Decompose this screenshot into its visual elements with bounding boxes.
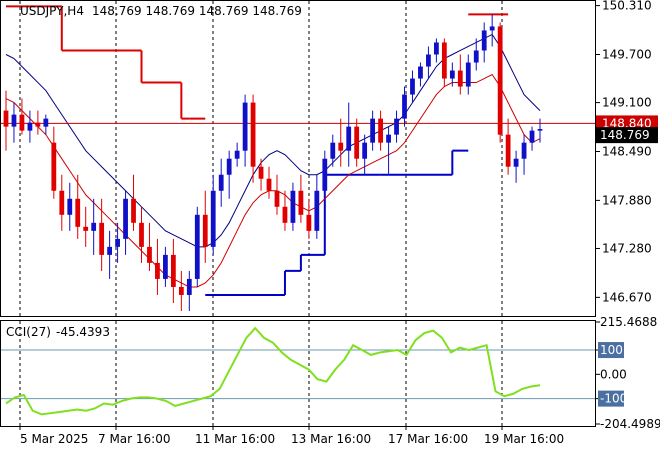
candle-body bbox=[514, 159, 519, 167]
candle-body bbox=[67, 199, 72, 215]
candle-body bbox=[211, 191, 216, 247]
candle-body bbox=[75, 199, 80, 227]
price-axis-label: 147.280 bbox=[602, 241, 652, 255]
cci-axis-label: 100 bbox=[600, 343, 623, 357]
candle-body bbox=[458, 71, 463, 87]
candle-body bbox=[299, 191, 304, 215]
candle-body bbox=[227, 159, 232, 175]
candle-body bbox=[171, 255, 176, 287]
candle-body bbox=[28, 123, 33, 131]
candle-body bbox=[179, 287, 184, 295]
candle-body bbox=[20, 115, 25, 131]
candle-body bbox=[410, 79, 415, 95]
price-axis-label: 149.700 bbox=[602, 47, 652, 61]
price-axis-label: 150.310 bbox=[602, 0, 652, 13]
candle-body bbox=[450, 71, 455, 79]
candle-body bbox=[267, 179, 272, 191]
candle-body bbox=[107, 247, 112, 255]
candle-body bbox=[530, 131, 535, 143]
cci-axis-label: -100 bbox=[600, 392, 627, 406]
candle-body bbox=[498, 26, 503, 134]
price-axis-label: 149.100 bbox=[602, 96, 652, 110]
candle-body bbox=[354, 127, 359, 159]
candle-body bbox=[330, 143, 335, 159]
candle-body bbox=[442, 42, 447, 78]
cci-axis-label: 0.00 bbox=[600, 367, 627, 381]
time-axis-label: 13 Mar 16:00 bbox=[291, 432, 371, 446]
candle-body bbox=[163, 255, 168, 279]
candle-body bbox=[91, 223, 96, 231]
candle-body bbox=[346, 127, 351, 151]
chart-symbol-label: USDJPY,H4 bbox=[20, 4, 84, 18]
cci-axis-label: -204.4989 bbox=[600, 417, 660, 431]
candle-body bbox=[386, 135, 391, 143]
candle-body bbox=[187, 279, 192, 295]
candle-body bbox=[474, 50, 479, 62]
candle-body bbox=[522, 143, 527, 159]
candle-body bbox=[243, 103, 248, 151]
candle-body bbox=[83, 227, 88, 231]
cci-current-value: -45.4393 bbox=[56, 325, 110, 339]
candle-body bbox=[322, 159, 327, 191]
time-axis-label: 11 Mar 16:00 bbox=[195, 432, 275, 446]
candle-body bbox=[370, 119, 375, 143]
candle-body bbox=[378, 119, 383, 143]
candle-body bbox=[434, 42, 439, 54]
candle-body bbox=[12, 115, 17, 127]
cci-title: CCI(27) bbox=[6, 325, 51, 339]
candle-body bbox=[115, 239, 120, 247]
candle-body bbox=[283, 207, 288, 223]
time-axis-label: 7 Mar 16:00 bbox=[98, 432, 171, 446]
candle-body bbox=[306, 215, 311, 231]
price-axis-label: 148.490 bbox=[602, 144, 652, 158]
candle-body bbox=[4, 111, 9, 127]
price-axis-label: 147.880 bbox=[602, 193, 652, 207]
candle-body bbox=[99, 223, 104, 255]
ohlc-values: 148.769 148.769 148.769 148.769 bbox=[92, 4, 302, 18]
candle-body bbox=[482, 30, 487, 50]
candle-body bbox=[466, 63, 471, 87]
candle-body bbox=[131, 199, 136, 223]
candle-body bbox=[203, 215, 208, 247]
candle-body bbox=[291, 191, 296, 223]
candle-body bbox=[251, 103, 256, 167]
candle-body bbox=[123, 199, 128, 239]
candle-body bbox=[43, 119, 48, 127]
candle-body bbox=[338, 143, 343, 151]
candle-body bbox=[426, 54, 431, 66]
time-axis-label: 17 Mar 16:00 bbox=[388, 432, 468, 446]
time-axis-label: 19 Mar 16:00 bbox=[484, 432, 564, 446]
time-axis-label: 5 Mar 2025 bbox=[20, 432, 88, 446]
current-price-badge-text: 148.769 bbox=[600, 128, 650, 142]
candle-body bbox=[362, 143, 367, 159]
candle-body bbox=[418, 67, 423, 79]
price-axis-label: 146.670 bbox=[602, 290, 652, 304]
candle-body bbox=[394, 119, 399, 135]
candle-body bbox=[219, 175, 224, 191]
candle-body bbox=[35, 123, 40, 127]
candle-body bbox=[538, 129, 543, 131]
candle-body bbox=[235, 151, 240, 159]
candle-body bbox=[314, 191, 319, 231]
candle-body bbox=[259, 167, 264, 179]
candle-body bbox=[506, 135, 511, 167]
candle-body bbox=[275, 191, 280, 207]
candle-body bbox=[155, 263, 160, 279]
candle-body bbox=[490, 26, 495, 30]
cci-axis-label: 215.4688 bbox=[600, 315, 657, 329]
candle-body bbox=[51, 143, 56, 191]
candle-body bbox=[59, 191, 64, 215]
candle-body bbox=[195, 215, 200, 279]
candle-body bbox=[402, 95, 407, 119]
candle-body bbox=[139, 223, 144, 247]
candle-body bbox=[147, 247, 152, 263]
